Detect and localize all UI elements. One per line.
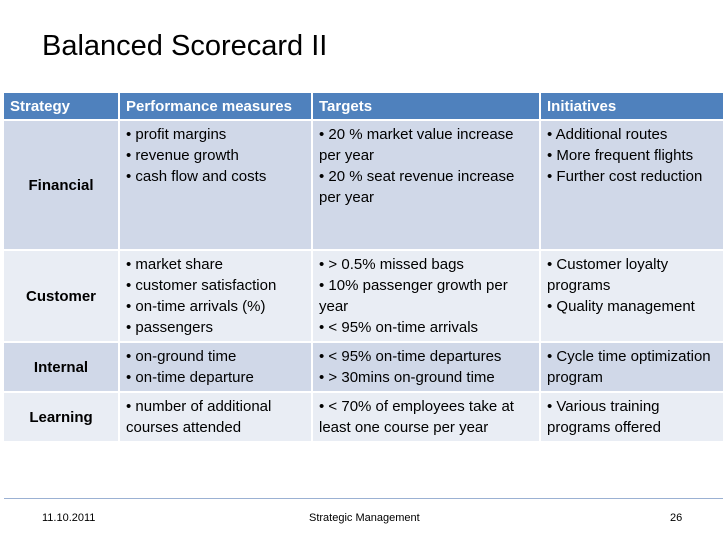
slide-title: Balanced Scorecard II xyxy=(42,30,328,62)
target-item: • > 0.5% missed bags xyxy=(319,256,464,273)
table-row-learning: Learning • number of additional courses … xyxy=(4,391,723,441)
measures-cell: • number of additional courses attended xyxy=(120,391,313,441)
initiatives-cell: • Cycle time optimization program xyxy=(541,341,723,391)
measures-cell: • market share • customer satisfaction •… xyxy=(120,249,313,341)
page-number: 26 xyxy=(670,512,683,524)
measure-item: • profit margins xyxy=(126,126,227,143)
measures-cell: • on-ground time • on-time departure xyxy=(120,341,313,391)
initiatives-cell: • Various training programs offered xyxy=(541,391,723,441)
footer-date: 11.10.2011 xyxy=(42,512,96,524)
measure-item: • on-ground time xyxy=(126,348,237,365)
strategy-label: Financial xyxy=(4,119,120,249)
initiative-item: • Various training programs offered xyxy=(547,398,661,436)
initiatives-cell: • Customer loyalty programs • Quality ma… xyxy=(541,249,723,341)
targets-cell: • > 0.5% missed bags • 10% passenger gro… xyxy=(313,249,541,341)
target-item: • 20 % market value increase per year xyxy=(319,126,514,164)
measure-item: • customer satisfaction xyxy=(126,277,277,294)
scorecard-table: Strategy Performance measures Targets In… xyxy=(4,93,723,441)
target-item: • < 95% on-time arrivals xyxy=(319,319,479,336)
strategy-label: Learning xyxy=(4,391,120,441)
table-row-financial: Financial • profit margins • revenue gro… xyxy=(4,119,723,249)
measure-item: • cash flow and costs xyxy=(126,168,267,185)
measures-cell: • profit margins • revenue growth • cash… xyxy=(120,119,313,249)
initiative-item: • Additional routes xyxy=(547,126,668,143)
header-performance-measures: Performance measures xyxy=(120,93,313,119)
table-row-customer: Customer • market share • customer satis… xyxy=(4,249,723,341)
initiative-item: • Quality management xyxy=(547,298,695,315)
measure-item: • revenue growth xyxy=(126,147,239,164)
initiative-item: • More frequent flights xyxy=(547,147,694,164)
footer-divider xyxy=(4,498,723,499)
measure-item: • market share xyxy=(126,256,223,273)
target-item: • > 30mins on-ground time xyxy=(319,369,495,386)
initiatives-cell: • Additional routes • More frequent flig… xyxy=(541,119,723,249)
measure-item: • passengers xyxy=(126,319,213,336)
target-item: • < 70% of employees take at least one c… xyxy=(319,398,514,436)
initiative-item: • Customer loyalty programs xyxy=(547,256,669,294)
header-targets: Targets xyxy=(313,93,541,119)
initiative-item: • Cycle time optimization program xyxy=(547,348,711,386)
targets-cell: • 20 % market value increase per year • … xyxy=(313,119,541,249)
strategy-label: Customer xyxy=(4,249,120,341)
target-item: • < 95% on-time departures xyxy=(319,348,502,365)
measure-item: • on-time departure xyxy=(126,369,254,386)
strategy-label: Internal xyxy=(4,341,120,391)
footer-title: Strategic Management xyxy=(309,512,420,524)
targets-cell: • < 95% on-time departures • > 30mins on… xyxy=(313,341,541,391)
target-item: • 10% passenger growth per year xyxy=(319,277,508,315)
header-initiatives: Initiatives xyxy=(541,93,723,119)
measure-item: • number of additional courses attended xyxy=(126,398,272,436)
table-header-row: Strategy Performance measures Targets In… xyxy=(4,93,723,119)
initiative-item: • Further cost reduction xyxy=(547,168,703,185)
table-row-internal: Internal • on-ground time • on-time depa… xyxy=(4,341,723,391)
target-item: • 20 % seat revenue increase per year xyxy=(319,168,515,206)
measure-item: • on-time arrivals (%) xyxy=(126,298,266,315)
targets-cell: • < 70% of employees take at least one c… xyxy=(313,391,541,441)
header-strategy: Strategy xyxy=(4,93,120,119)
